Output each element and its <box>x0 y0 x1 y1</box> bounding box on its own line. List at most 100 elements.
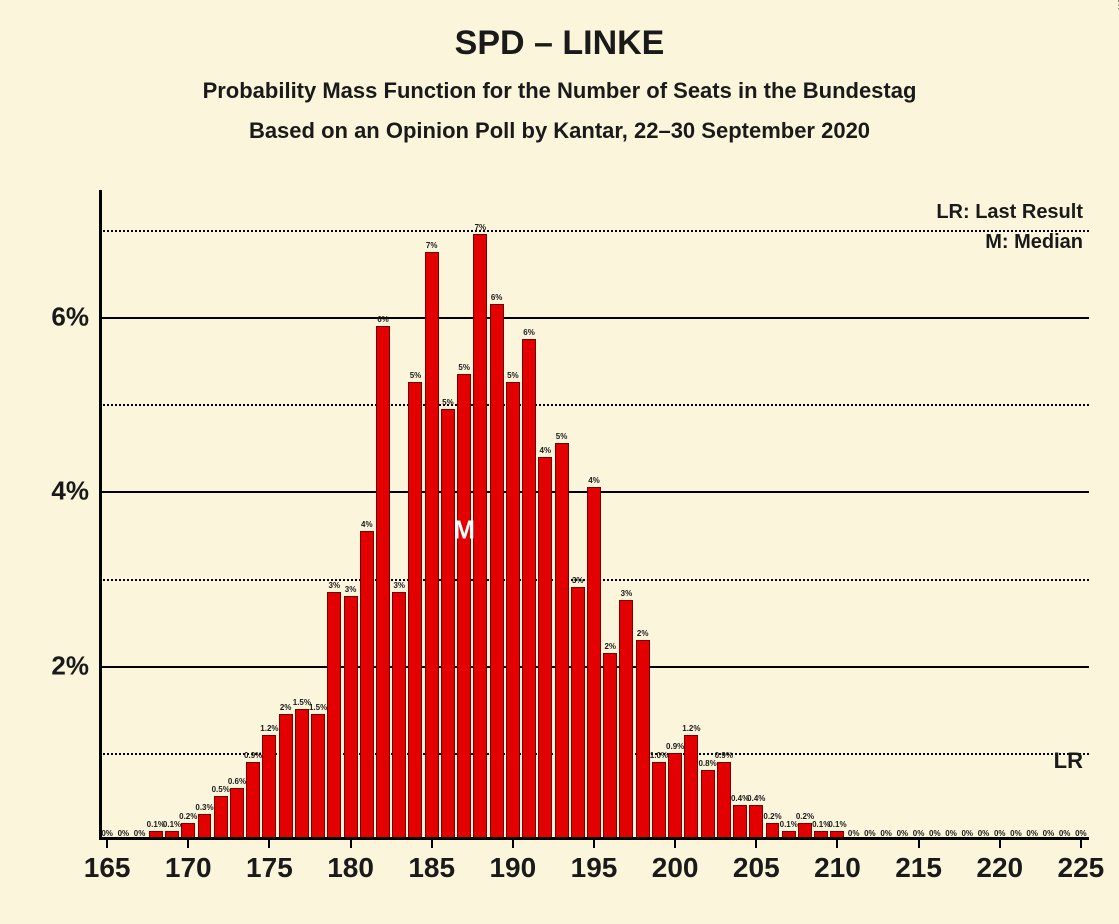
chart-subtitle-1: Probability Mass Function for the Number… <box>0 78 1119 104</box>
bar-value-label: 0.3% <box>195 803 213 812</box>
bar <box>214 796 228 840</box>
bar-value-label: 0.4% <box>747 794 765 803</box>
bar <box>555 443 569 840</box>
bar-value-label: 1.2% <box>682 724 700 733</box>
bar-value-label: 1.2% <box>260 724 278 733</box>
legend-lr: LR: Last Result <box>936 201 1083 224</box>
gridline-minor <box>99 230 1089 232</box>
last-result-marker: LR <box>1054 748 1083 774</box>
bar-value-label: 6% <box>377 315 389 324</box>
bar-value-label: 0.9% <box>666 742 684 751</box>
x-tick-label: 165 <box>84 840 131 884</box>
bar <box>473 234 487 840</box>
bar <box>733 805 747 840</box>
bar-value-label: 3% <box>345 585 357 594</box>
bar <box>408 382 422 840</box>
bar <box>571 587 585 840</box>
bar <box>490 304 504 840</box>
bar-value-label: 3% <box>621 589 633 598</box>
bar-value-label: 0.8% <box>698 759 716 768</box>
bar <box>425 252 439 840</box>
x-tick-label: 190 <box>489 840 536 884</box>
chart-plot-area: 2%4%6%0%0%0%0.1%0.1%0.2%0.3%0.5%0.6%0.9%… <box>99 195 1089 840</box>
x-tick-label: 200 <box>652 840 699 884</box>
bar-value-label: 7% <box>475 223 487 232</box>
bar-value-label: 0.1% <box>828 820 846 829</box>
bar-value-label: 5% <box>442 398 454 407</box>
bar <box>749 805 763 840</box>
gridline-minor <box>99 404 1089 406</box>
bar <box>701 770 715 840</box>
x-tick-label: 210 <box>814 840 861 884</box>
bar-value-label: 6% <box>523 328 535 337</box>
bar <box>441 409 455 840</box>
bar <box>619 600 633 840</box>
bar-value-label: 6% <box>491 293 503 302</box>
chart-title: SPD – LINKE <box>0 24 1119 63</box>
bar <box>230 788 244 840</box>
gridline-major <box>99 317 1089 319</box>
bar-value-label: 5% <box>458 363 470 372</box>
bar-value-label: 0.2% <box>179 812 197 821</box>
bar <box>538 457 552 841</box>
x-tick-label: 225 <box>1058 840 1105 884</box>
x-tick-label: 170 <box>165 840 212 884</box>
bar-value-label: 5% <box>507 371 519 380</box>
bar <box>295 709 309 840</box>
x-tick-label: 195 <box>571 840 618 884</box>
bar <box>636 640 650 840</box>
bar <box>327 592 341 840</box>
x-tick-label: 180 <box>327 840 374 884</box>
y-tick-label: 6% <box>51 302 99 333</box>
bar-value-label: 1.5% <box>309 703 327 712</box>
y-axis <box>99 190 102 840</box>
bar-value-label: 7% <box>426 241 438 250</box>
bar <box>246 762 260 840</box>
y-tick-label: 4% <box>51 476 99 507</box>
bar-value-label: 0.2% <box>763 812 781 821</box>
bar <box>311 714 325 840</box>
bar-value-label: 0.2% <box>796 812 814 821</box>
bar <box>262 735 276 840</box>
bar-value-label: 5% <box>410 371 422 380</box>
bar <box>279 714 293 840</box>
bar-value-label: 0.9% <box>244 751 262 760</box>
legend-m: M: Median <box>985 231 1083 254</box>
bar-value-label: 4% <box>361 520 373 529</box>
bar <box>344 596 358 840</box>
x-tick-label: 185 <box>408 840 455 884</box>
bar <box>376 326 390 840</box>
bar-value-label: 0.1% <box>780 820 798 829</box>
bar-value-label: 4% <box>588 476 600 485</box>
bar-value-label: 0.5% <box>212 785 230 794</box>
y-tick-label: 2% <box>51 650 99 681</box>
bar-value-label: 3% <box>393 581 405 590</box>
bar <box>392 592 406 840</box>
bar-value-label: 3% <box>329 581 341 590</box>
x-tick-label: 205 <box>733 840 780 884</box>
bar-value-label: 3% <box>572 576 584 585</box>
x-tick-label: 220 <box>976 840 1023 884</box>
bar <box>360 531 374 840</box>
bar-value-label: 5% <box>556 432 568 441</box>
x-tick-label: 215 <box>895 840 942 884</box>
bar <box>668 753 682 840</box>
chart-subtitle-2: Based on an Opinion Poll by Kantar, 22–3… <box>0 118 1119 144</box>
copyright-text: © 2021 Filip van Laenen <box>1115 0 1119 10</box>
bar-value-label: 0.6% <box>228 777 246 786</box>
bar <box>587 487 601 840</box>
bar <box>717 762 731 840</box>
x-tick-label: 175 <box>246 840 293 884</box>
bar-value-label: 2% <box>637 629 649 638</box>
bar <box>684 735 698 840</box>
bar-value-label: 2% <box>280 703 292 712</box>
bar-value-label: 0.9% <box>715 751 733 760</box>
bar-value-label: 2% <box>604 642 616 651</box>
bar-value-label: 0.1% <box>163 820 181 829</box>
bar <box>506 382 520 840</box>
bar <box>457 374 471 840</box>
bar <box>652 762 666 840</box>
bar-value-label: 4% <box>540 446 552 455</box>
bar <box>603 653 617 840</box>
bar-value-label: 1.0% <box>650 751 668 760</box>
